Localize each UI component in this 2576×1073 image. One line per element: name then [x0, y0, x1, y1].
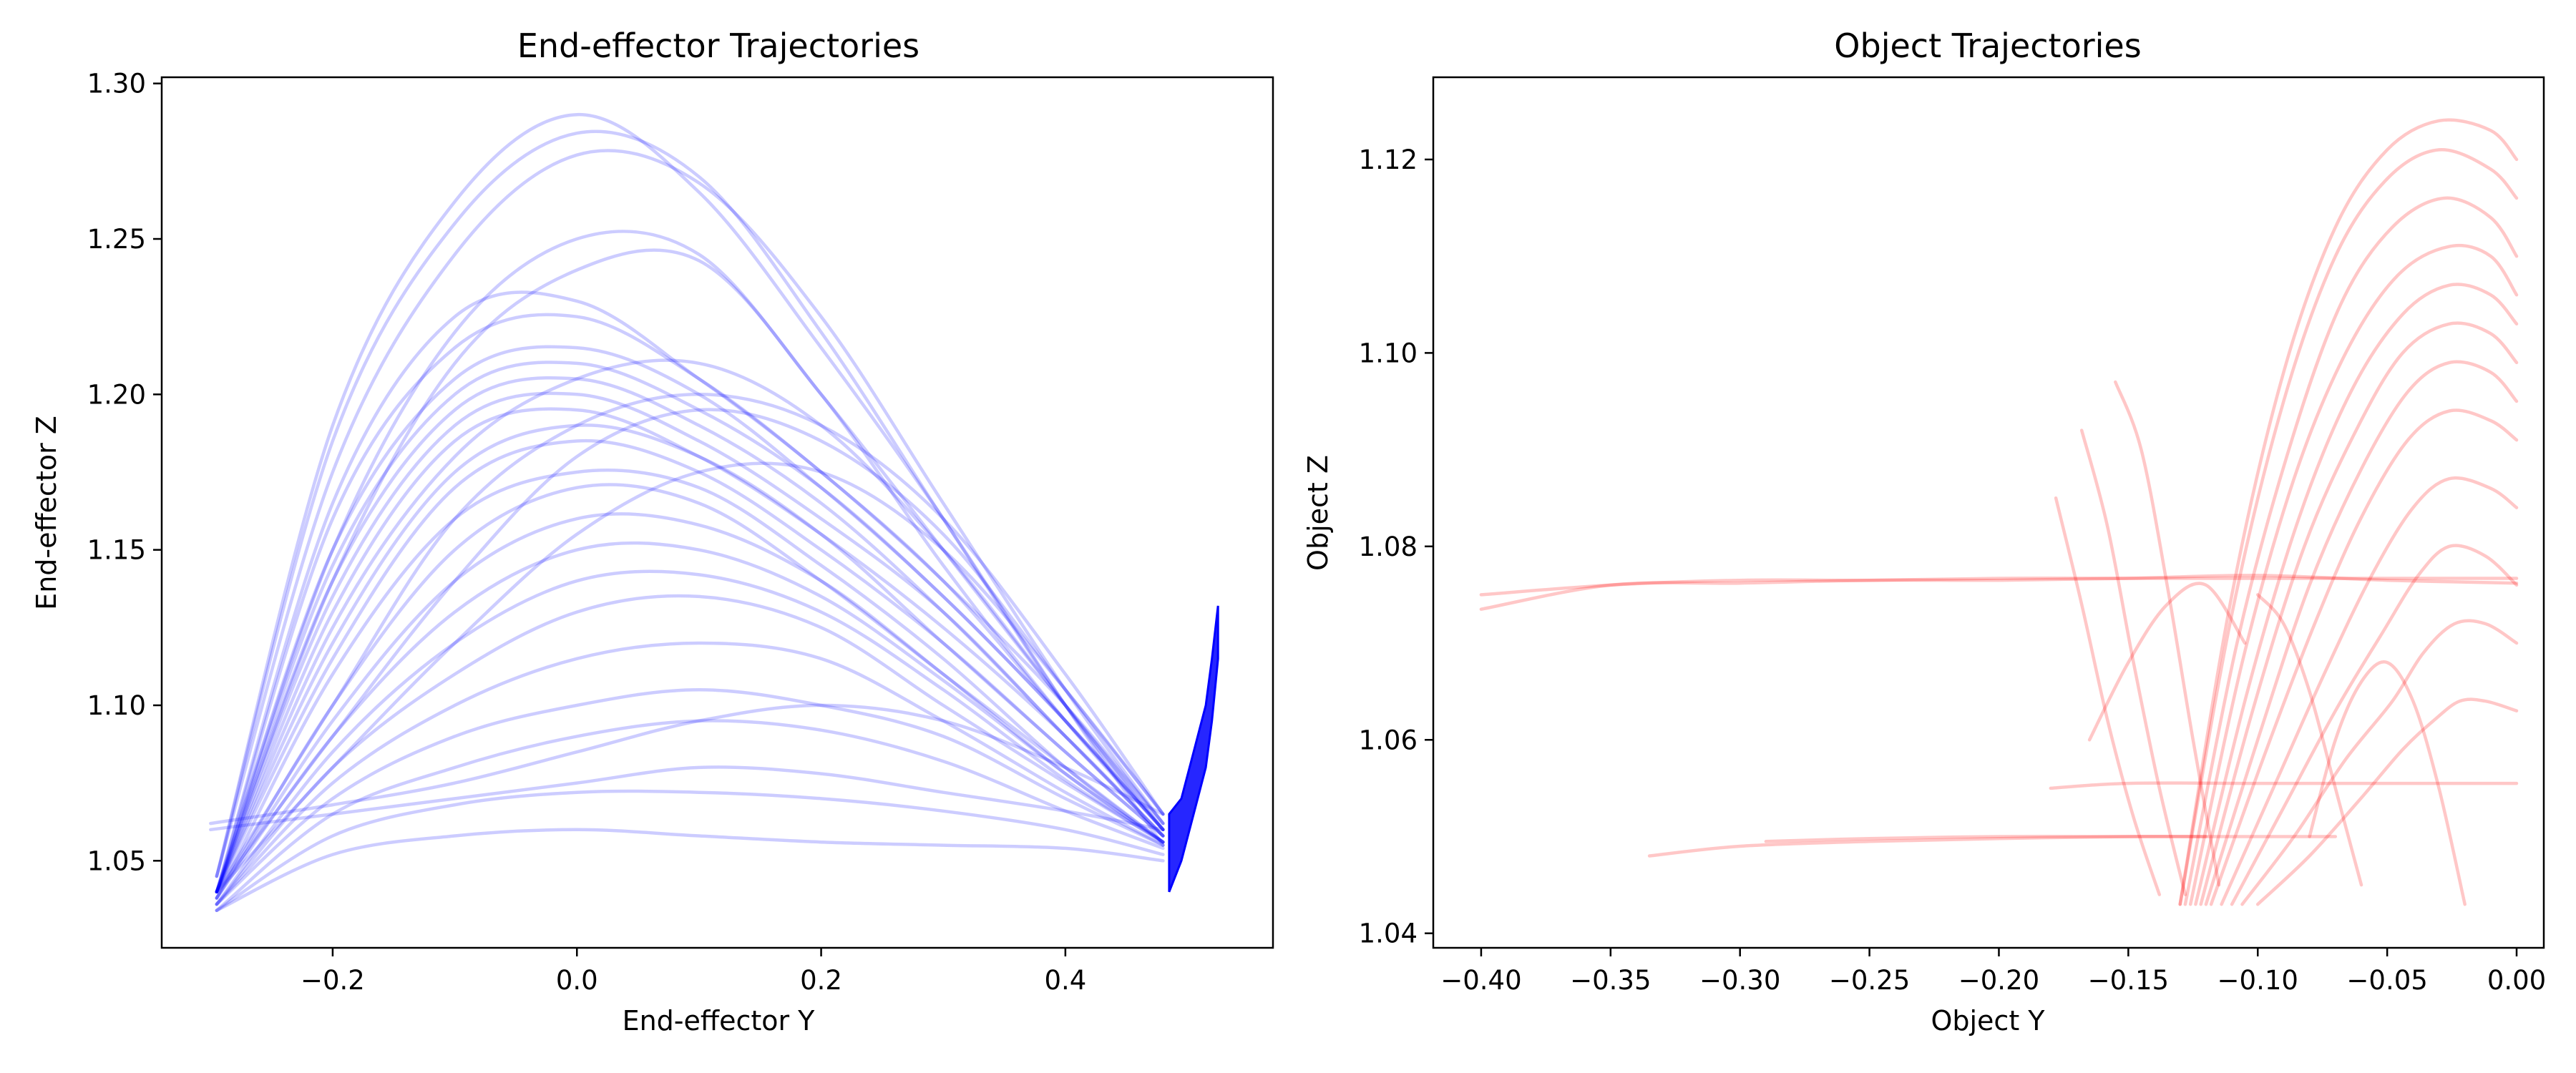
end-effector-trajectory-line: [215, 789, 1165, 913]
end-effector-trajectory-line: [215, 393, 1165, 894]
object-trajectory-line: [1764, 835, 2338, 843]
end-effector-ticks: −0.2 0.0 0.2 0.4 1.05 1.10 1.15 1.20 1.25 1.30: [87, 69, 1087, 996]
end-effector-trajectory-line: [215, 376, 1165, 894]
end-effector-plot-frame: [160, 76, 1274, 949]
end-effector-trajectory-line: [215, 594, 1165, 906]
object-x-axis-label: Object Y: [1931, 1005, 2045, 1037]
object-chart-title: Object Trajectories: [1834, 26, 2141, 65]
end-effector-trajectory-line: [215, 483, 1165, 900]
object-trajectory-line: [2178, 148, 2519, 906]
object-trajectory-line: [2178, 118, 2519, 906]
object-y-tick-label: 1.12: [1359, 144, 1418, 175]
object-trajectory-line: [2114, 380, 2221, 887]
end-effector-trajectory-line: [215, 358, 1165, 894]
end-effector-trajectory-line: [215, 391, 1165, 894]
end-effector-x-tick-label: 0.0: [556, 965, 598, 996]
object-x-tick-label: −0.40: [1440, 965, 1521, 996]
end-effector-x-tick-label: 0.2: [800, 965, 842, 996]
end-effector-series-group: [209, 112, 1219, 913]
object-trajectory-line: [2188, 243, 2519, 906]
object-trajectory-line: [1479, 574, 2519, 611]
object-x-tick-label: −0.05: [2346, 965, 2427, 996]
end-effector-x-tick-label: −0.2: [301, 965, 365, 996]
end-effector-trajectory-line: [215, 313, 1165, 894]
object-trajectory-line: [2199, 321, 2519, 906]
object-trajectory-line: [2204, 360, 2519, 906]
end-effector-chart-title: End-effector Trajectories: [517, 26, 919, 65]
end-effector-trajectory-bundle-end: [1168, 605, 1219, 893]
end-effector-x-tick-label: 0.4: [1044, 965, 1086, 996]
end-effector-y-tick-label: 1.05: [87, 846, 146, 876]
object-trajectory-line: [2194, 283, 2519, 906]
object-series-group: [1479, 118, 2519, 906]
end-effector-trajectory-line: [215, 512, 1165, 900]
end-effector-trajectory-line: [209, 765, 1165, 832]
end-effector-trajectory-line: [215, 290, 1165, 894]
end-effector-trajectory-line: [215, 719, 1165, 913]
end-effector-trajectory-line: [215, 687, 1165, 906]
end-effector-trajectory-line: [215, 112, 1165, 878]
object-trajectory-line: [2230, 544, 2519, 906]
object-trajectory-line: [2255, 593, 2363, 887]
end-effector-trajectory-line: [215, 248, 1165, 894]
end-effector-trajectory-line: [215, 541, 1165, 900]
object-y-tick-label: 1.10: [1359, 338, 1418, 368]
end-effector-trajectory-line: [215, 230, 1165, 894]
object-trajectory-line: [2255, 697, 2519, 906]
end-effector-y-tick-label: 1.10: [87, 690, 146, 721]
object-ticks: −0.40 −0.35 −0.30 −0.25 −0.20 −0.15 −0.10 −0.05…: [1359, 144, 2547, 996]
object-trajectory-line: [1647, 835, 2208, 858]
object-trajectory-line: [2087, 582, 2247, 742]
object-trajectory-line: [2220, 476, 2519, 906]
object-trajectory-line: [2049, 781, 2519, 790]
object-x-tick-label: −0.20: [1958, 965, 2039, 996]
end-effector-y-tick-label: 1.25: [87, 224, 146, 255]
object-x-tick-label: 0.00: [2487, 965, 2546, 996]
object-trajectory-line: [2308, 660, 2467, 906]
end-effector-trajectory-line: [215, 641, 1165, 906]
object-trajectory-line: [1479, 577, 2519, 597]
end-effector-trajectory-line: [215, 461, 1165, 894]
end-effector-trajectory-line: [215, 438, 1165, 894]
end-effector-trajectory-line: [215, 828, 1165, 913]
object-x-tick-label: −0.25: [1829, 965, 1910, 996]
object-trajectory-line: [2240, 619, 2519, 906]
object-y-axis-label: Object Z: [1302, 455, 1334, 571]
object-x-tick-label: −0.15: [2088, 965, 2169, 996]
end-effector-trajectory-line: [215, 345, 1165, 894]
end-effector-x-axis-label: End-effector Y: [623, 1005, 816, 1037]
object-panel: Object Trajectories −0.40 −0.35 −0.30 −0.25…: [1302, 26, 2546, 1037]
end-effector-y-axis-label: End-effector Z: [31, 416, 62, 610]
end-effector-trajectory-line: [215, 361, 1165, 894]
object-trajectory-line: [2209, 408, 2519, 906]
object-y-tick-label: 1.08: [1359, 531, 1418, 562]
end-effector-trajectory-line: [215, 469, 1165, 900]
end-effector-trajectory-line: [209, 703, 1165, 825]
object-trajectory-line: [2079, 428, 2187, 896]
end-effector-trajectory-line: [215, 129, 1165, 878]
object-trajectory-line: [2054, 496, 2162, 896]
object-x-tick-label: −0.30: [1699, 965, 1780, 996]
end-effector-trajectory-line: [215, 408, 1165, 894]
object-plot-frame: [1432, 76, 2545, 949]
end-effector-y-tick-label: 1.15: [87, 535, 146, 566]
end-effector-trajectory-line: [215, 423, 1165, 894]
end-effector-y-tick-label: 1.20: [87, 379, 146, 410]
end-effector-trajectory-line: [215, 149, 1165, 878]
end-effector-y-tick-label: 1.30: [87, 69, 146, 99]
end-effector-trajectory-line: [215, 407, 1165, 894]
end-effector-trajectory-line: [215, 569, 1165, 906]
object-y-tick-label: 1.04: [1359, 918, 1418, 949]
object-y-tick-label: 1.06: [1359, 725, 1418, 755]
object-x-tick-label: −0.35: [1570, 965, 1651, 996]
object-x-tick-label: −0.10: [2218, 965, 2298, 996]
object-trajectory-line: [2183, 196, 2519, 906]
